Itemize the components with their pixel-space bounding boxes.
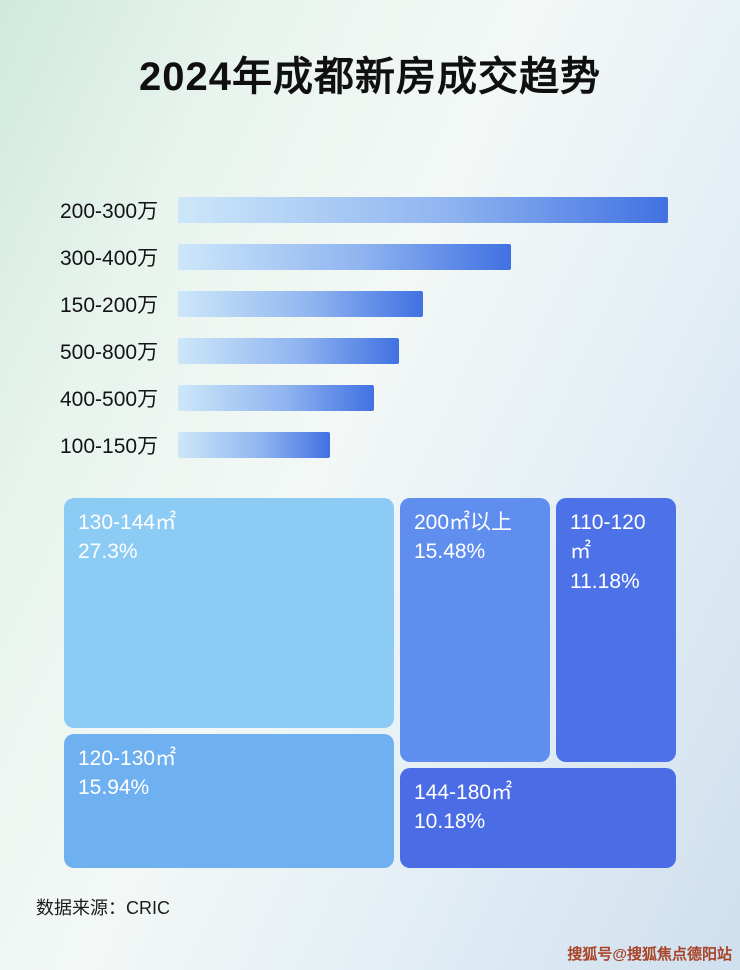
treemap-block-value: 15.48% <box>414 540 486 564</box>
treemap-block-label: 200㎡以上 <box>414 511 513 534</box>
bar-fill <box>178 338 399 364</box>
bar-row: 200-300万 <box>60 197 740 223</box>
bar-track <box>178 385 668 411</box>
price-bar-chart: 200-300万 300-400万 150-200万 500-800万 400- <box>60 197 740 458</box>
bar-row: 150-200万 <box>60 291 740 317</box>
bar-row: 400-500万 <box>60 385 740 411</box>
bar-row: 100-150万 <box>60 432 740 458</box>
bar-fill <box>178 197 668 223</box>
bar-label: 100-150万 <box>60 435 159 458</box>
watermark: 搜狐号@搜狐焦点德阳站 <box>567 946 732 963</box>
treemap-block-110-120: 110-120㎡ 11.18% <box>556 498 676 762</box>
treemap-block-label: 144-180㎡ <box>414 781 513 804</box>
bar-track <box>178 338 668 364</box>
treemap-block-120-130: 120-130㎡ 15.94% <box>64 734 394 868</box>
bar-fill <box>178 244 512 270</box>
bar-track <box>178 432 668 458</box>
data-source: 数据来源：CRIC <box>36 898 170 918</box>
bar-track <box>178 197 668 223</box>
bar-row: 300-400万 <box>60 244 740 270</box>
bar-label: 200-300万 <box>60 200 159 223</box>
treemap-block-value: 11.18% <box>570 569 640 593</box>
bar-track <box>178 244 668 270</box>
bar-label: 400-500万 <box>60 388 159 411</box>
treemap-block-200-plus: 200㎡以上 15.48% <box>400 498 550 762</box>
area-treemap: 130-144㎡ 27.3% 200㎡以上 15.48% 110-120㎡ 11… <box>64 498 676 868</box>
bar-row: 500-800万 <box>60 338 740 364</box>
page-title: 2024年成都新房成交趋势 <box>139 55 601 99</box>
bar-fill <box>178 432 330 458</box>
treemap-block-value: 15.94% <box>78 776 150 800</box>
treemap-block-label: 110-120㎡ <box>570 511 646 564</box>
treemap-block-label: 120-130㎡ <box>78 747 177 770</box>
treemap-block-label: 130-144㎡ <box>78 511 177 534</box>
bar-label: 300-400万 <box>60 247 159 270</box>
treemap-block-value: 27.3% <box>78 540 138 564</box>
bar-track <box>178 291 668 317</box>
bar-label: 150-200万 <box>60 294 159 317</box>
bar-fill <box>178 385 374 411</box>
treemap-block-value: 10.18% <box>414 810 486 834</box>
bar-fill <box>178 291 423 317</box>
bar-label: 500-800万 <box>60 341 159 364</box>
treemap-block-144-180: 144-180㎡ 10.18% <box>400 768 676 868</box>
treemap-block-130-144: 130-144㎡ 27.3% <box>64 498 394 728</box>
